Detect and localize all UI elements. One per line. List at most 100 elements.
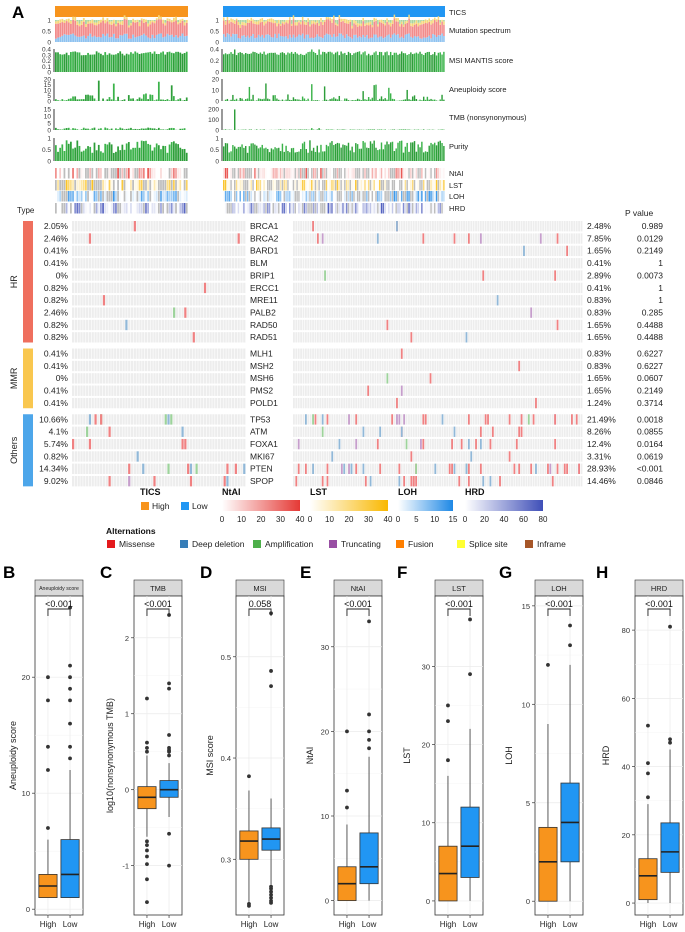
oncoprint-cell — [111, 373, 114, 384]
spectrum-bar-segment — [168, 35, 171, 42]
oncoprint-cell — [215, 258, 218, 269]
track-bar-msi — [283, 53, 285, 72]
heatmap-cell — [373, 191, 375, 202]
oncoprint-cell — [429, 307, 432, 318]
oncoprint-cell — [86, 295, 89, 306]
oncoprint-cell — [304, 282, 307, 294]
heatmap-cell — [65, 191, 68, 202]
track-bar-msi — [279, 52, 282, 72]
heatmap-cell — [364, 203, 366, 214]
track-bar-aneuploidy — [281, 99, 284, 101]
oncoprint-cell — [295, 360, 298, 372]
track-bar-aneuploidy — [290, 100, 293, 101]
track-bar-purity — [61, 144, 64, 161]
oncoprint-cell — [465, 307, 468, 318]
track-bar-purity — [353, 152, 355, 161]
spectrum-bar-segment — [234, 23, 236, 35]
oncoprint-cell — [398, 270, 401, 281]
track-bar-aneuploidy — [259, 98, 262, 101]
oncoprint-cell — [494, 307, 497, 318]
oncoprint-cell — [139, 270, 142, 281]
oncoprint-cell — [448, 221, 451, 232]
spectrum-bar-segment — [57, 20, 59, 21]
oncoprint-cell — [499, 348, 501, 359]
track-bar-purity — [157, 145, 160, 161]
oncoprint-cell — [477, 332, 480, 343]
oncoprint-cell — [234, 258, 237, 269]
oncoprint-cell — [537, 245, 540, 257]
oncoprint-cell — [393, 385, 396, 396]
oncoprint-cell — [181, 360, 184, 372]
spectrum-bar-segment — [183, 20, 186, 23]
oncoprint-cell — [189, 397, 193, 409]
oncoprint-cell — [506, 258, 509, 269]
oncoprint-cell — [369, 282, 372, 294]
oncoprint-cell — [164, 385, 167, 396]
oncoprint-cell — [209, 233, 212, 244]
oncoprint-cell — [563, 348, 566, 359]
oncoprint-cell — [345, 319, 348, 331]
oncoprint-cell — [503, 348, 506, 359]
oncoprint-cell — [206, 319, 209, 331]
oncoprint-cell — [367, 332, 370, 343]
oncoprint-cell — [487, 245, 489, 257]
spectrum-bar-segment — [318, 20, 320, 24]
track-bar-purity — [432, 144, 434, 161]
track-bar-tmb — [91, 128, 94, 130]
track-bar-purity — [289, 152, 291, 161]
oncoprint-cell — [97, 295, 100, 306]
oncoprint-cell — [150, 233, 153, 244]
oncoprint-cell — [482, 233, 485, 244]
oncoprint-cell — [400, 221, 403, 232]
oncoprint-cell — [405, 221, 408, 232]
track-bar-purity — [312, 147, 315, 161]
track-bar-tmb — [87, 128, 89, 130]
spectrum-bar-segment — [276, 37, 278, 42]
track-bar-purity — [185, 152, 188, 161]
axis-tick-label: 20 — [44, 77, 52, 84]
low-percent: 1.65% — [587, 332, 612, 342]
spectrum-bar-segment — [235, 18, 238, 21]
oncoprint-cell — [312, 397, 314, 409]
spectrum-bar-segment — [267, 19, 269, 22]
oncoprint-cell — [491, 282, 494, 294]
oncoprint-cell — [312, 233, 314, 244]
oncoprint-cell — [374, 245, 377, 257]
heatmap-cell — [257, 191, 260, 202]
oncoprint-cell — [102, 319, 106, 331]
oncoprint-cell — [206, 295, 209, 306]
oncoprint-cell — [340, 348, 343, 359]
heatmap-cell — [123, 180, 126, 191]
oncoprint-cell — [439, 319, 441, 331]
track-bar-msi — [285, 54, 287, 72]
oncoprint-cell — [83, 307, 86, 318]
heatmap-cell — [415, 168, 418, 179]
oncoprint-cell — [86, 282, 89, 294]
track-bar-purity — [314, 151, 317, 161]
spectrum-bar-segment — [243, 22, 245, 26]
oncoprint-cell — [518, 332, 521, 343]
oncoprint-cell — [515, 270, 518, 281]
oncoprint-cell — [396, 348, 398, 359]
oncoprint-cell — [573, 245, 576, 257]
oncoprint-cell — [446, 385, 449, 396]
oncoprint-cell — [491, 348, 494, 359]
spectrum-bar-segment — [254, 20, 256, 22]
track-bar-purity — [85, 148, 87, 161]
track-bar-purity — [402, 152, 405, 161]
alteration-mark — [556, 319, 559, 331]
oncoprint-cell — [547, 221, 549, 232]
heatmap-cell — [336, 168, 339, 179]
track-bar-purity — [243, 147, 245, 161]
oncoprint-cell — [381, 360, 384, 372]
spectrum-bar-segment — [85, 23, 87, 27]
oncoprint-cell — [80, 360, 83, 372]
oncoprint-cell — [111, 245, 114, 257]
heatmap-cell — [232, 203, 234, 214]
heatmap-cell — [132, 191, 134, 202]
oncoprint-cell — [119, 373, 122, 384]
oncoprint-cell — [532, 373, 535, 384]
oncoprint-cell — [212, 245, 215, 257]
oncoprint-cell — [119, 397, 122, 409]
oncoprint-cell — [215, 348, 218, 359]
